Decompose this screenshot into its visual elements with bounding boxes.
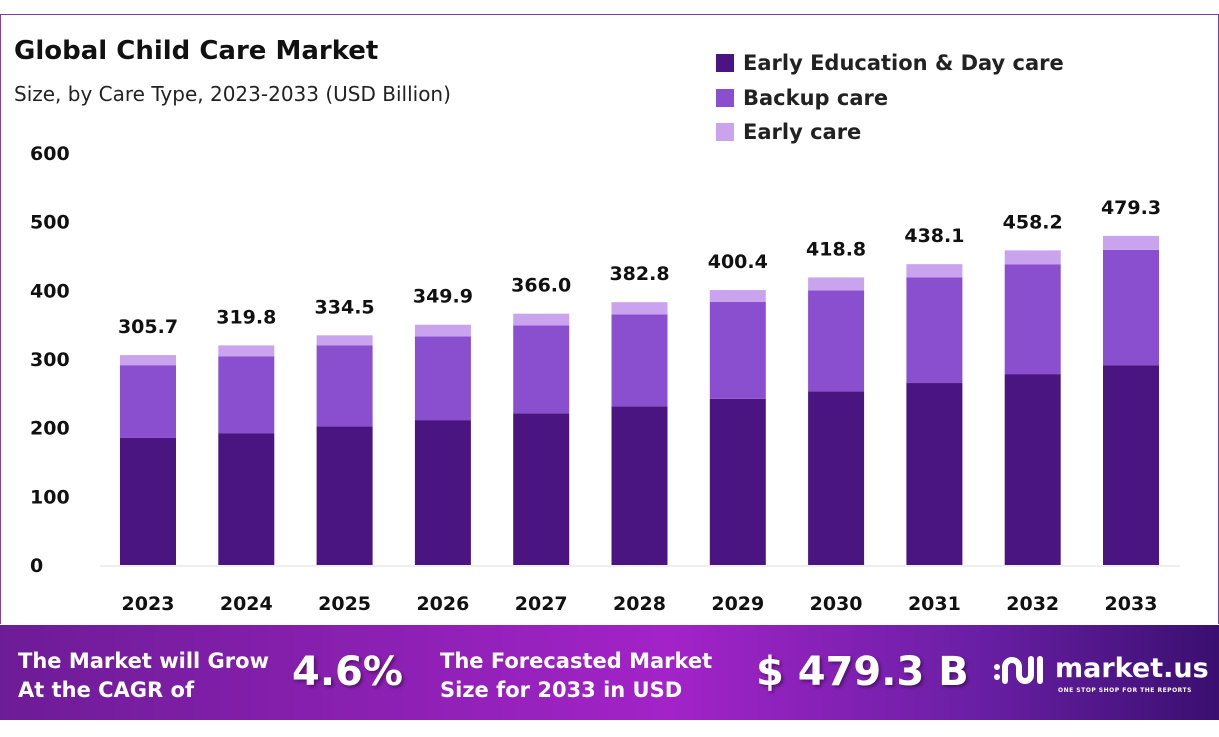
- x-tick-label: 2033: [1105, 593, 1158, 615]
- bar-segment: [120, 355, 176, 366]
- legend-label: Early care: [743, 120, 862, 145]
- bar-segment: [218, 345, 275, 357]
- x-tick-label: 2027: [515, 593, 568, 615]
- legend-item: Early care: [716, 115, 1064, 150]
- chart-subtitle: Size, by Care Type, 2023-2033 (USD Billi…: [14, 82, 451, 106]
- data-label: 458.2: [1003, 211, 1063, 233]
- bar-segment: [808, 277, 865, 291]
- brand-tagline: ONE STOP SHOP FOR THE REPORTS: [1058, 687, 1192, 694]
- bar-segment: [1103, 249, 1159, 366]
- y-tick-label: 300: [30, 349, 70, 371]
- legend-swatch: [716, 54, 734, 73]
- x-tick-label: 2031: [908, 593, 961, 615]
- cagr-label: The Market will Grow At the CAGR of: [18, 647, 269, 705]
- bar-segment: [1004, 374, 1061, 565]
- data-label: 382.8: [609, 263, 669, 285]
- cagr-label-line: The Market will Grow: [18, 649, 269, 673]
- bar-segment: [611, 302, 668, 315]
- forecast-label-line: Size for 2033 in USD: [440, 678, 683, 702]
- brand-name: market.us: [1055, 653, 1209, 684]
- legend-swatch: [716, 123, 734, 142]
- bar-segment: [709, 290, 766, 303]
- chart-title: Global Child Care Market: [14, 36, 379, 66]
- bar-segment: [709, 302, 766, 399]
- chart-plot: 0 100 200 300 400 500 600 305.7 2023 319.8 2024 334…: [30, 143, 1180, 615]
- bar-segment: [218, 356, 275, 434]
- bar-segment: [1004, 250, 1061, 265]
- legend-item: Early Education & Day care: [716, 46, 1064, 81]
- bar-segment: [808, 290, 865, 392]
- y-tick-label: 0: [30, 555, 43, 577]
- bar-segment: [906, 264, 963, 278]
- bar-segment: [808, 391, 865, 565]
- footer-banner: The Market will Grow At the CAGR of 4.6% …: [0, 625, 1219, 720]
- legend-item: Backup care: [716, 81, 1064, 116]
- data-label: 418.8: [806, 238, 866, 260]
- data-label: 349.9: [413, 286, 473, 308]
- bar-segment: [906, 383, 963, 565]
- bar-segment: [414, 420, 471, 565]
- y-tick-label: 400: [30, 280, 70, 302]
- data-label: 479.3: [1101, 197, 1161, 219]
- y-tick-label: 600: [30, 143, 70, 165]
- x-tick-label: 2026: [416, 593, 469, 615]
- bar-segment: [120, 365, 176, 438]
- bar-segment: [1004, 264, 1061, 375]
- market-us-logo-icon: [994, 656, 1043, 684]
- bar-segment: [513, 313, 570, 326]
- bar-segment: [218, 433, 275, 565]
- x-tick-label: 2028: [613, 593, 666, 615]
- forecast-value: $ 479.3 B: [756, 649, 969, 695]
- data-label: 366.0: [511, 275, 571, 297]
- bar-segment: [709, 398, 766, 565]
- bar-segment: [316, 345, 373, 427]
- legend-label: Early Education & Day care: [743, 51, 1064, 76]
- bar-segment: [1103, 235, 1159, 250]
- data-label: 319.8: [216, 306, 276, 328]
- cagr-label-line: At the CAGR of: [18, 678, 195, 702]
- bar-segment: [611, 406, 668, 565]
- legend-label: Backup care: [743, 85, 889, 110]
- cagr-value: 4.6%: [292, 649, 403, 695]
- bar-segment: [120, 437, 176, 565]
- bar-segment: [1103, 365, 1159, 565]
- y-tick-label: 100: [30, 486, 70, 508]
- x-tick-label: 2025: [318, 593, 371, 615]
- x-tick-label: 2023: [122, 593, 175, 615]
- bar-segment: [906, 277, 963, 384]
- bar-segment: [513, 413, 570, 565]
- y-tick-label: 200: [30, 418, 70, 440]
- data-label: 305.7: [118, 316, 178, 338]
- data-label: 334.5: [315, 296, 375, 318]
- forecast-label: The Forecasted Market Size for 2033 in US…: [440, 647, 712, 705]
- bar-segment: [316, 426, 373, 565]
- forecast-label-line: The Forecasted Market: [440, 649, 713, 673]
- bar-segment: [513, 325, 570, 414]
- y-tick-label: 500: [30, 212, 70, 234]
- x-tick-label: 2029: [711, 593, 764, 615]
- bar-segment: [414, 336, 471, 421]
- x-tick-label: 2024: [220, 593, 273, 615]
- legend-swatch: [716, 88, 734, 107]
- bar-segment: [316, 335, 373, 346]
- legend: Early Education & Day care Backup care E…: [716, 46, 1064, 150]
- bar-segment: [414, 324, 471, 337]
- data-label: 400.4: [708, 251, 768, 273]
- bar-segment: [611, 314, 668, 407]
- x-tick-label: 2032: [1006, 593, 1059, 615]
- data-label: 438.1: [904, 225, 964, 247]
- x-tick-label: 2030: [810, 593, 863, 615]
